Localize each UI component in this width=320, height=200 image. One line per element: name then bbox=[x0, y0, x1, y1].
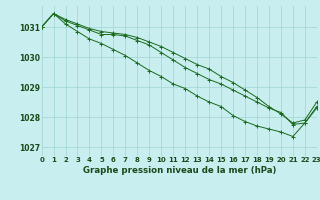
X-axis label: Graphe pression niveau de la mer (hPa): Graphe pression niveau de la mer (hPa) bbox=[83, 166, 276, 175]
